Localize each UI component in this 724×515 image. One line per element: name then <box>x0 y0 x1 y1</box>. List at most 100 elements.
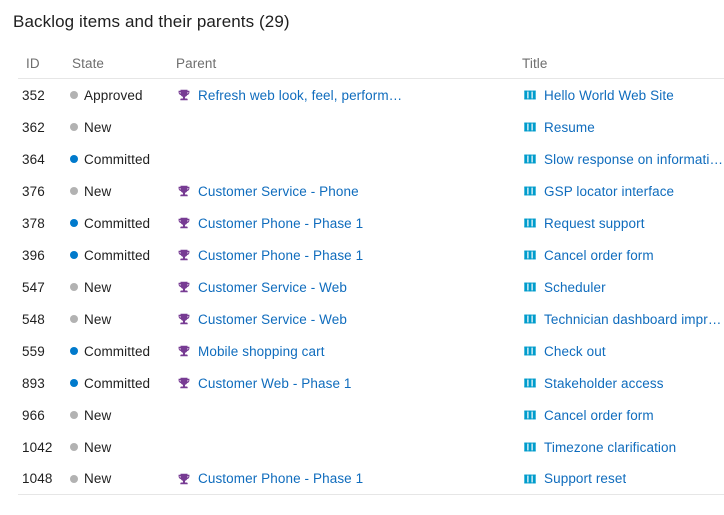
table-row[interactable]: 559 Committed Mobile shopping cart Check ou… <box>18 335 724 367</box>
backlog-item-icon <box>522 152 537 167</box>
table-row[interactable]: 1042 New Timezone clarification <box>18 431 724 463</box>
backlog-item-icon <box>522 280 537 295</box>
cell-title[interactable]: Technician dashboard improvements <box>500 312 724 327</box>
cell-state: Approved <box>70 88 172 103</box>
cell-title[interactable]: Resume <box>500 120 724 135</box>
table-row[interactable]: 1048 New Customer Phone - Phase 1 Support r… <box>18 463 724 495</box>
state-dot-icon <box>70 187 78 195</box>
parent-link[interactable]: Customer Service - Phone <box>198 183 359 199</box>
table-row[interactable]: 364 Committed Slow response on information… <box>18 143 724 175</box>
cell-parent[interactable]: Customer Phone - Phase 1 <box>172 248 500 263</box>
cell-title[interactable]: Cancel order form <box>500 248 724 263</box>
cell-parent[interactable]: Customer Web - Phase 1 <box>172 376 500 391</box>
trophy-icon <box>176 312 191 327</box>
parent-link[interactable]: Customer Phone - Phase 1 <box>198 471 364 486</box>
backlog-item-icon <box>522 440 537 455</box>
title-link[interactable]: Check out <box>544 343 606 359</box>
grid-body: 352 Approved Refresh web look, feel, perfo… <box>18 79 724 495</box>
cell-id: 352 <box>22 87 45 103</box>
state-label: New <box>84 279 112 295</box>
cell-title[interactable]: Hello World Web Site <box>500 88 724 103</box>
cell-title[interactable]: Stakeholder access <box>500 376 724 391</box>
cell-parent[interactable]: Mobile shopping cart <box>172 344 500 359</box>
cell-state: Committed <box>70 248 172 263</box>
table-row[interactable]: 352 Approved Refresh web look, feel, perfo… <box>18 79 724 111</box>
state-dot-icon <box>70 379 78 387</box>
title-link[interactable]: Support reset <box>544 471 627 486</box>
cell-parent[interactable]: Customer Service - Web <box>172 312 500 327</box>
cell-state: New <box>70 408 172 423</box>
cell-title[interactable]: Timezone clarification <box>500 440 724 455</box>
cell-parent[interactable]: Refresh web look, feel, perform… <box>172 88 500 103</box>
cell-state: Committed <box>70 344 172 359</box>
title-link[interactable]: Cancel order form <box>544 247 654 263</box>
column-header-id[interactable]: ID <box>26 56 40 71</box>
backlog-item-icon <box>522 216 537 231</box>
cell-title[interactable]: Cancel order form <box>500 408 724 423</box>
cell-title[interactable]: GSP locator interface <box>500 184 724 199</box>
state-dot-icon <box>70 283 78 291</box>
parent-link[interactable]: Customer Service - Web <box>198 311 347 327</box>
table-row[interactable]: 548 New Customer Service - Web Technician d… <box>18 303 724 335</box>
cell-id: 376 <box>22 183 45 199</box>
trophy-icon <box>176 376 191 391</box>
title-link[interactable]: GSP locator interface <box>544 183 675 199</box>
trophy-icon <box>176 248 191 263</box>
state-dot-icon <box>70 219 78 227</box>
table-row[interactable]: 966 New Cancel order form <box>18 399 724 431</box>
cell-parent[interactable]: Customer Phone - Phase 1 <box>172 471 500 486</box>
title-link[interactable]: Stakeholder access <box>544 375 664 391</box>
column-header-state[interactable]: State <box>72 56 105 71</box>
cell-id: 362 <box>22 119 45 135</box>
state-label: New <box>84 439 112 455</box>
title-link[interactable]: Scheduler <box>544 279 606 295</box>
table-row[interactable]: 376 New Customer Service - Phone GSP locato… <box>18 175 724 207</box>
widget-title: Backlog items and their parents (29) <box>13 12 290 31</box>
backlog-item-icon <box>522 120 537 135</box>
table-row[interactable]: 396 Committed Customer Phone - Phase 1 Canc… <box>18 239 724 271</box>
parent-link[interactable]: Customer Phone - Phase 1 <box>198 247 364 263</box>
column-header-parent[interactable]: Parent <box>176 56 217 71</box>
cell-state: New <box>70 471 172 486</box>
cell-parent[interactable]: Customer Service - Phone <box>172 184 500 199</box>
backlog-item-icon <box>522 312 537 327</box>
cell-title[interactable]: Support reset <box>500 471 724 486</box>
title-link[interactable]: Timezone clarification <box>544 439 677 455</box>
cell-id: 966 <box>22 407 45 423</box>
cell-title[interactable]: Scheduler <box>500 280 724 295</box>
parent-link[interactable]: Mobile shopping cart <box>198 343 325 359</box>
state-label: Committed <box>84 215 151 231</box>
title-link[interactable]: Cancel order form <box>544 407 654 423</box>
state-dot-icon <box>70 347 78 355</box>
cell-parent[interactable]: Customer Service - Web <box>172 280 500 295</box>
state-label: New <box>84 311 112 327</box>
cell-title[interactable]: Check out <box>500 344 724 359</box>
cell-title[interactable]: Slow response on information form <box>500 152 724 167</box>
title-link[interactable]: Technician dashboard improvements <box>544 311 724 327</box>
cell-title[interactable]: Request support <box>500 216 724 231</box>
cell-state: Committed <box>70 376 172 391</box>
table-row[interactable]: 547 New Customer Service - Web Scheduler <box>18 271 724 303</box>
backlog-item-icon <box>522 471 537 486</box>
title-link[interactable]: Resume <box>544 119 595 135</box>
column-header-title[interactable]: Title <box>522 56 548 71</box>
cell-parent[interactable]: Customer Phone - Phase 1 <box>172 216 500 231</box>
state-label: Committed <box>84 151 151 167</box>
table-row[interactable]: 893 Committed Customer Web - Phase 1 Stakeh… <box>18 367 724 399</box>
state-dot-icon <box>70 443 78 451</box>
parent-link[interactable]: Customer Service - Web <box>198 279 347 295</box>
title-link[interactable]: Slow response on information form <box>544 151 724 167</box>
table-row[interactable]: 362 New Resume <box>18 111 724 143</box>
state-dot-icon <box>70 91 78 99</box>
table-row[interactable]: 378 Committed Customer Phone - Phase 1 Requ… <box>18 207 724 239</box>
cell-state: Committed <box>70 152 172 167</box>
parent-link[interactable]: Customer Phone - Phase 1 <box>198 215 364 231</box>
trophy-icon <box>176 344 191 359</box>
cell-id: 364 <box>22 151 45 167</box>
parent-link[interactable]: Refresh web look, feel, perform… <box>198 87 403 103</box>
state-dot-icon <box>70 474 78 483</box>
state-dot-icon <box>70 315 78 323</box>
title-link[interactable]: Hello World Web Site <box>544 87 674 103</box>
parent-link[interactable]: Customer Web - Phase 1 <box>198 375 352 391</box>
title-link[interactable]: Request support <box>544 215 645 231</box>
